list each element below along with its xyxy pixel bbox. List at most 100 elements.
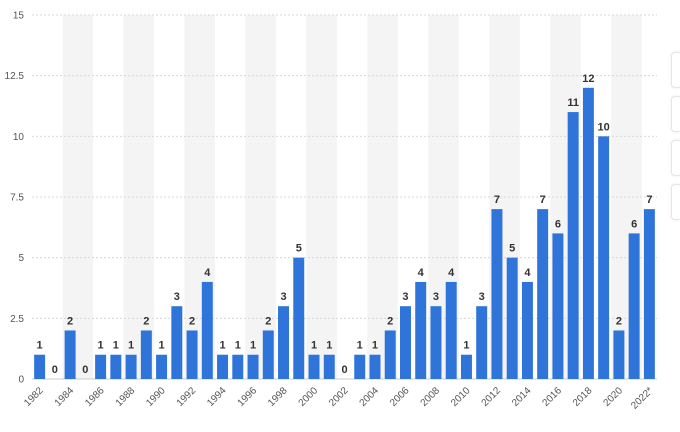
- data-label: 3: [174, 291, 180, 303]
- data-label: 2: [616, 315, 622, 327]
- data-label: 1: [235, 340, 241, 352]
- y-axis-ticks: 0 2.5 5 7.5 10 12.5 15: [5, 11, 25, 386]
- data-label: 1: [250, 340, 256, 352]
- x-tick-label: 1994: [205, 385, 229, 409]
- data-label: 4: [524, 267, 531, 279]
- data-label: 7: [494, 194, 500, 206]
- bar: [491, 209, 503, 379]
- bar: [217, 354, 229, 379]
- data-label: 0: [82, 364, 88, 376]
- data-label: 10: [598, 121, 610, 133]
- bar: [308, 354, 320, 379]
- side-panel-button-4[interactable]: [671, 184, 680, 220]
- bar: [521, 281, 533, 379]
- bar: [399, 306, 411, 379]
- data-label: 0: [341, 364, 347, 376]
- x-tick-label: 2010: [449, 385, 473, 409]
- bar: [369, 354, 381, 379]
- side-panel-button-3[interactable]: [671, 140, 680, 176]
- data-label: 1: [98, 340, 104, 352]
- data-label: 2: [387, 315, 393, 327]
- bars: [34, 87, 655, 380]
- data-label: 3: [433, 291, 439, 303]
- data-label: 2: [67, 315, 73, 327]
- bar: [415, 281, 427, 379]
- data-label: 1: [463, 340, 469, 352]
- y-tick-label: 10: [13, 132, 25, 143]
- data-label: 6: [631, 218, 637, 230]
- data-label: 2: [143, 315, 149, 327]
- data-label: 1: [311, 340, 317, 352]
- x-tick-label: 1998: [266, 385, 290, 409]
- x-tick-label: 2020: [602, 385, 626, 409]
- data-label: 1: [372, 340, 378, 352]
- data-label: 3: [280, 291, 286, 303]
- data-label: 4: [418, 267, 425, 279]
- data-label: 1: [113, 340, 119, 352]
- x-tick-label: 2002: [327, 385, 351, 409]
- data-label: 1: [37, 340, 43, 352]
- x-tick-label: 2008: [419, 385, 443, 409]
- x-tick-label: 2004: [358, 385, 382, 409]
- bar: [460, 354, 472, 379]
- x-tick-label: 1988: [114, 385, 138, 409]
- data-label: 11: [567, 97, 579, 109]
- y-tick-label: 2.5: [10, 314, 24, 325]
- side-panel-button-1[interactable]: [671, 52, 680, 88]
- y-tick-label: 15: [13, 11, 25, 22]
- bar: [506, 257, 518, 379]
- x-tick-label: 1990: [144, 385, 168, 409]
- x-tick-label: 1982: [22, 385, 46, 409]
- data-label: 4: [448, 267, 455, 279]
- bar: [34, 354, 46, 379]
- data-label: 2: [189, 315, 195, 327]
- data-label: 7: [646, 194, 652, 206]
- y-tick-label: 12.5: [5, 71, 25, 82]
- bar: [643, 209, 655, 379]
- data-label: 3: [402, 291, 408, 303]
- bar: [140, 330, 152, 379]
- data-label: 1: [128, 340, 134, 352]
- bar: [430, 306, 442, 379]
- bar: [64, 330, 76, 379]
- bar: [354, 354, 366, 379]
- bar: [262, 330, 274, 379]
- y-tick-label: 0: [18, 375, 24, 386]
- bar: [445, 281, 457, 379]
- bar: [186, 330, 198, 379]
- x-tick-label: 2000: [297, 385, 321, 409]
- data-label: 7: [540, 194, 546, 206]
- bar: [323, 354, 335, 379]
- bar: [628, 233, 640, 379]
- bar: [552, 233, 564, 379]
- side-panel-button-2[interactable]: [671, 96, 680, 132]
- x-axis-ticks: 1982 1984 1986 1988 1990 1992 1994 1996 1998 2000…: [22, 385, 655, 412]
- y-tick-label: 5: [18, 253, 24, 264]
- bar: [537, 209, 549, 379]
- data-label: 1: [357, 340, 363, 352]
- bar: [247, 354, 259, 379]
- bar: [201, 281, 213, 379]
- bar: [110, 354, 122, 379]
- bar: [476, 306, 488, 379]
- data-label: 4: [204, 267, 211, 279]
- bar: [278, 306, 290, 379]
- data-label: 3: [479, 291, 485, 303]
- data-label: 12: [582, 73, 594, 85]
- x-tick-label: 1996: [236, 385, 260, 409]
- data-label: 0: [52, 364, 58, 376]
- bar: [598, 136, 610, 379]
- bar: [582, 87, 594, 380]
- x-tick-label: 2018: [571, 385, 595, 409]
- data-label: 5: [509, 243, 515, 255]
- bar: [613, 330, 625, 379]
- x-tick-label: 2006: [388, 385, 412, 409]
- x-tick-label: 2012: [480, 385, 504, 409]
- data-label: 5: [296, 243, 302, 255]
- bar: [156, 354, 168, 379]
- bar: [171, 306, 183, 379]
- data-label: 1: [326, 340, 332, 352]
- x-tick-label: 1986: [83, 385, 107, 409]
